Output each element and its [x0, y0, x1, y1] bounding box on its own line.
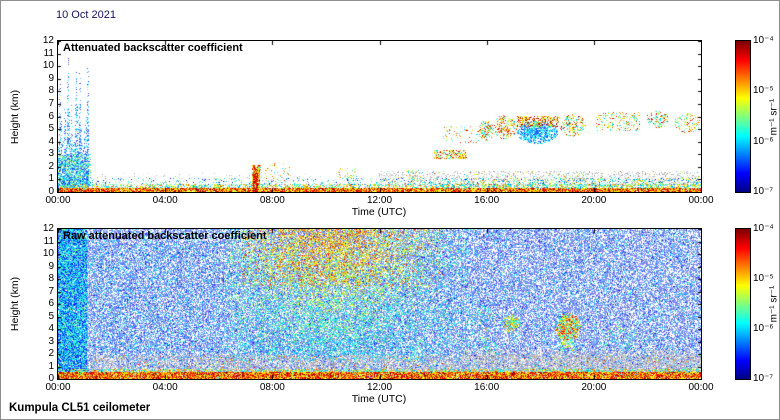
- y-tick-label: 9: [48, 72, 54, 84]
- bottom-x-axis-label: Time (UTC): [351, 393, 407, 405]
- top-heatmap-canvas: [58, 41, 701, 192]
- top-colorbar-unit-label: m⁻¹ sr⁻¹: [768, 98, 780, 136]
- x-tick-label: 12:00: [366, 382, 393, 393]
- y-tick-label: 6: [48, 298, 54, 309]
- y-tick-label: 9: [48, 260, 54, 272]
- y-tick-label: 7: [48, 285, 54, 297]
- bottom-colorbar: [735, 228, 751, 380]
- x-tick-label: 08:00: [259, 195, 285, 206]
- y-tick-label: 0: [48, 186, 54, 197]
- top-x-axis-label: Time (UTC): [351, 206, 407, 218]
- date-label: 10 Oct 2021: [56, 9, 116, 21]
- x-tick-label: 00:00: [688, 195, 714, 206]
- bottom-plot-area: Raw attenuated backscatter coefficient: [57, 228, 702, 380]
- top-plot-title: Attenuated backscatter coefficient: [63, 42, 243, 54]
- y-tick-label: 0: [48, 373, 54, 384]
- x-tick-label: 12:00: [366, 195, 393, 206]
- x-tick-label: 16:00: [474, 195, 500, 206]
- y-tick-label: 5: [48, 123, 54, 135]
- colorbar-tick-label: 10⁻⁷: [753, 186, 774, 197]
- y-tick-label: 6: [48, 110, 54, 122]
- bottom-heatmap-canvas: [58, 229, 701, 379]
- y-tick-label: 11: [43, 47, 54, 59]
- colorbar-tick-label: 10⁻⁶: [753, 323, 774, 334]
- y-tick-label: 12: [42, 223, 54, 234]
- y-tick-label: 12: [42, 35, 54, 46]
- bottom-colorbar-unit-label: m⁻¹ sr⁻¹: [768, 285, 780, 323]
- x-tick-label: 16:00: [474, 382, 500, 393]
- y-tick-label: 2: [48, 348, 54, 359]
- x-tick-label: 00:00: [45, 382, 71, 393]
- colorbar-tick-label: 10⁻⁴: [753, 35, 774, 46]
- footer-label: Kumpula CL51 ceilometer: [9, 402, 151, 414]
- x-tick-label: 00:00: [688, 382, 714, 393]
- y-tick-label: 4: [48, 135, 54, 147]
- x-tick-label: 04:00: [152, 195, 178, 206]
- top-colorbar: [735, 40, 751, 193]
- y-tick-label: 7: [48, 97, 54, 109]
- top-plot-area: Attenuated backscatter coefficient: [57, 40, 702, 193]
- bottom-y-axis-label: Height (km): [9, 276, 21, 332]
- y-tick-label: 5: [48, 310, 54, 322]
- top-colorbar-canvas: [736, 41, 750, 192]
- y-tick-label: 2: [48, 160, 54, 172]
- y-tick-label: 11: [43, 235, 54, 247]
- colorbar-tick-label: 10⁻⁵: [753, 273, 774, 284]
- colorbar-tick-label: 10⁻⁶: [753, 135, 774, 147]
- x-tick-label: 08:00: [259, 382, 285, 393]
- y-tick-label: 10: [42, 60, 54, 72]
- y-tick-label: 8: [48, 85, 54, 97]
- colorbar-tick-label: 10⁻⁵: [753, 85, 774, 97]
- x-tick-label: 20:00: [581, 382, 607, 393]
- x-tick-label: 04:00: [152, 382, 178, 393]
- x-tick-label: 20:00: [581, 195, 607, 206]
- x-tick-label: 00:00: [45, 195, 71, 206]
- top-y-axis-label: Height (km): [9, 89, 21, 145]
- y-tick-label: 3: [48, 335, 54, 347]
- colorbar-tick-label: 10⁻⁴: [753, 223, 774, 234]
- y-tick-label: 3: [48, 148, 54, 160]
- colorbar-tick-label: 10⁻⁷: [753, 373, 774, 384]
- y-tick-label: 1: [48, 173, 54, 185]
- bottom-plot-title: Raw attenuated backscatter coefficient: [63, 230, 267, 242]
- bottom-colorbar-canvas: [736, 229, 750, 379]
- y-tick-label: 10: [42, 248, 54, 259]
- y-tick-label: 1: [48, 360, 54, 372]
- y-tick-label: 4: [48, 323, 54, 334]
- y-tick-label: 8: [48, 273, 54, 284]
